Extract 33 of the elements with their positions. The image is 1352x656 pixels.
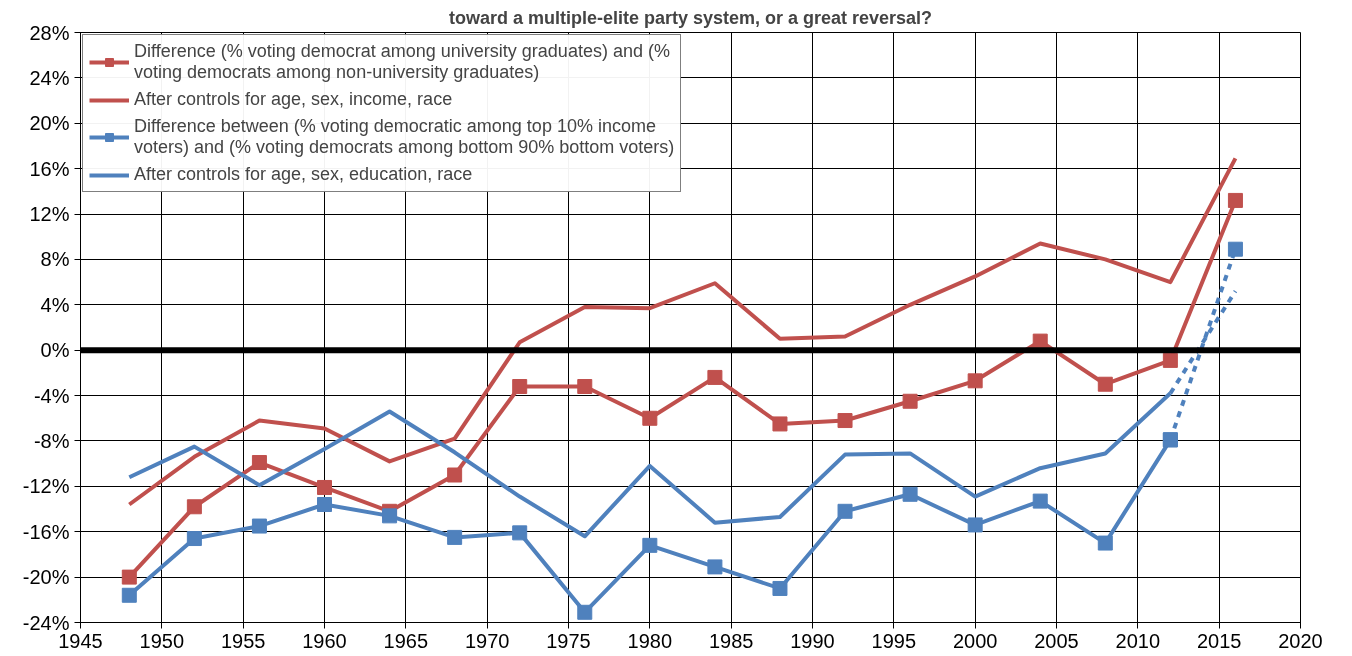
x-tick-label: 1995	[871, 629, 917, 652]
y-tick-label: 24%	[29, 66, 70, 89]
x-tick-label: 1970	[464, 629, 510, 652]
y-tick-label: -16%	[22, 520, 70, 543]
y-tick-label: 4%	[40, 293, 70, 316]
y-tick-label: -4%	[33, 384, 70, 407]
y-tick-label: 16%	[29, 157, 70, 180]
x-tick-label: 2005	[1034, 629, 1079, 652]
legend-label: After controls for age, sex, income, race	[134, 89, 453, 110]
y-tick-label: -20%	[22, 566, 70, 589]
y-tick-label: -8%	[33, 429, 70, 452]
x-tick-label: 1990	[790, 629, 835, 652]
x-tick-label: 1950	[139, 629, 185, 652]
x-tick-label: 1960	[302, 629, 347, 652]
chart-title: toward a multiple-elite party system, or a great reversal?	[448, 7, 933, 28]
x-tick-label: 1965	[383, 629, 429, 652]
x-tick-label: 1975	[546, 629, 591, 652]
legend-label: After controls for age, sex, education, race	[134, 164, 473, 185]
x-tick-label: 1955	[220, 629, 266, 652]
y-tick-label: 12%	[29, 203, 70, 226]
y-tick-label: -12%	[22, 475, 70, 498]
y-tick-label: 28%	[29, 21, 70, 44]
x-tick-label: 2010	[1115, 629, 1161, 652]
y-tick-label: 8%	[40, 248, 70, 271]
x-tick-label: 1985	[708, 629, 754, 652]
y-tick-label: 0%	[40, 339, 70, 362]
x-tick-label: 2000	[952, 629, 998, 652]
y-tick-label: 20%	[29, 112, 70, 135]
x-tick-label: 1980	[627, 629, 673, 652]
x-tick-label: 2015	[1196, 629, 1242, 652]
legend-label: Difference between (% voting democratic among top 10% income voters) and (% voting democrats among bottom 90% bottom voters)	[134, 116, 675, 158]
x-tick-label: 2020	[1278, 629, 1323, 652]
legend-label: Difference (% voting democrat among university graduates) and (% voting democrats among non-university graduates)	[134, 41, 670, 83]
